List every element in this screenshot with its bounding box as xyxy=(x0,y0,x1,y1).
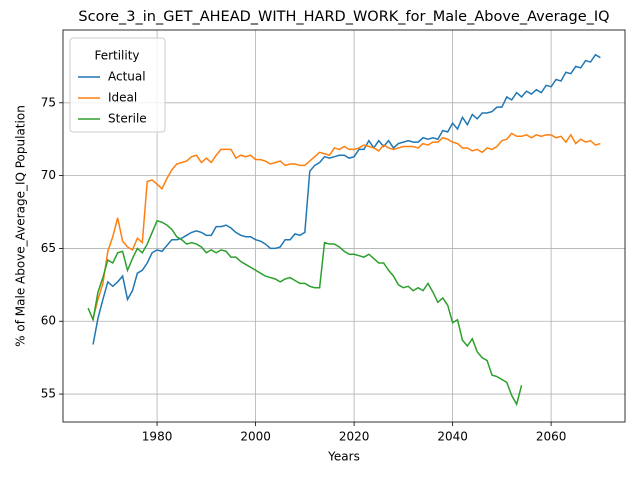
series-line xyxy=(92,53,601,345)
legend-label: Actual xyxy=(108,70,146,84)
x-tick-label: 2020 xyxy=(339,430,370,444)
legend-label: Ideal xyxy=(108,91,137,105)
plot-frame xyxy=(62,29,626,423)
chart-title: Score_3_in_GET_AHEAD_WITH_HARD_WORK_for_… xyxy=(78,9,609,25)
x-axis-label: Years xyxy=(327,450,360,464)
series-line xyxy=(87,219,523,407)
x-tick-label: 1980 xyxy=(142,430,173,444)
legend-box xyxy=(69,37,166,133)
y-axis-label: % of Male Above_Average_IQ Population xyxy=(14,105,28,347)
series-line xyxy=(92,132,601,319)
y-tick-label: 70 xyxy=(41,168,56,182)
legend-label: Sterile xyxy=(108,112,147,126)
y-tick-label: 65 xyxy=(41,241,56,255)
y-tick-label: 55 xyxy=(41,387,56,401)
x-tick-label: 2040 xyxy=(437,430,468,444)
y-tick-label: 75 xyxy=(41,95,56,109)
legend-title: Fertility xyxy=(94,49,139,63)
x-tick-label: 2060 xyxy=(536,430,567,444)
y-tick-label: 60 xyxy=(41,314,56,328)
x-tick-label: 2000 xyxy=(240,430,271,444)
